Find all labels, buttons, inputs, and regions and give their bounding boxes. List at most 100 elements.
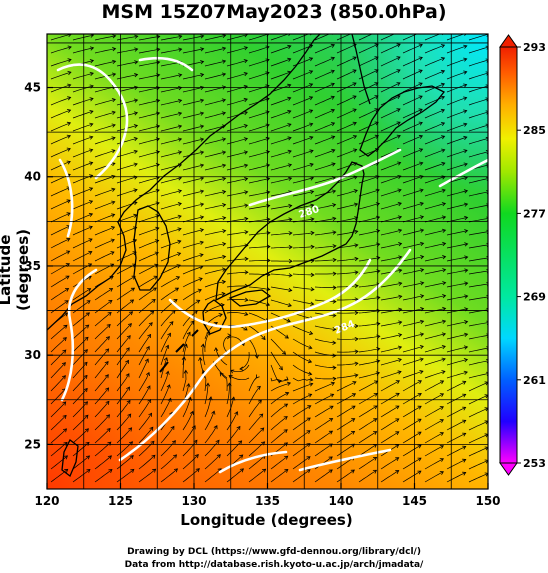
streamline bbox=[446, 472, 466, 483]
streamline-arrowhead bbox=[105, 400, 110, 405]
streamline-arrowhead bbox=[67, 83, 72, 88]
streamline-arrowhead bbox=[373, 405, 378, 410]
streamline bbox=[337, 298, 359, 301]
streamline bbox=[468, 322, 488, 327]
streamline bbox=[94, 175, 115, 184]
streamline bbox=[94, 336, 110, 353]
streamline-arrowhead bbox=[395, 418, 400, 423]
streamline-arrowhead bbox=[398, 255, 403, 260]
streamline bbox=[336, 69, 357, 80]
streamline-arrowhead bbox=[177, 111, 183, 116]
streamline bbox=[50, 349, 67, 366]
streamline bbox=[50, 388, 66, 405]
streamline bbox=[336, 203, 358, 210]
streamline bbox=[446, 97, 467, 106]
streamline-arrowhead bbox=[420, 281, 425, 286]
streamline-arrowhead bbox=[88, 212, 94, 217]
streamline-arrowhead bbox=[222, 189, 227, 195]
streamline bbox=[248, 34, 270, 41]
streamline-arrowhead bbox=[395, 392, 400, 397]
streamline bbox=[72, 187, 93, 197]
streamline-arrowhead bbox=[169, 321, 174, 326]
streamline-arrowhead bbox=[463, 345, 469, 350]
streamline-arrowhead bbox=[419, 345, 424, 350]
streamline bbox=[402, 282, 424, 288]
y-tick-label: 45 bbox=[24, 81, 41, 95]
streamline bbox=[94, 201, 115, 210]
streamline-arrowhead bbox=[351, 405, 356, 410]
streamline bbox=[314, 286, 336, 288]
streamline-arrowhead bbox=[417, 470, 422, 475]
streamline-arrowhead bbox=[221, 163, 227, 168]
streamline-arrowhead bbox=[354, 283, 359, 289]
streamline bbox=[204, 99, 226, 106]
streamline-arrowhead bbox=[262, 468, 267, 473]
streamline bbox=[248, 137, 270, 145]
streamline-arrowhead bbox=[163, 357, 168, 362]
streamline bbox=[138, 334, 151, 353]
streamline bbox=[292, 325, 313, 335]
streamline bbox=[380, 295, 402, 301]
streamline-arrowhead bbox=[89, 46, 95, 51]
streamline-arrowhead bbox=[397, 201, 402, 207]
streamline bbox=[424, 57, 445, 67]
streamline-arrowhead bbox=[464, 255, 469, 260]
streamline-arrowhead bbox=[352, 381, 357, 385]
streamline bbox=[468, 420, 488, 431]
streamline-arrowhead bbox=[86, 469, 91, 473]
streamline bbox=[50, 401, 66, 418]
streamline bbox=[336, 56, 357, 67]
streamline bbox=[204, 331, 211, 353]
streamline bbox=[94, 414, 110, 431]
streamline-arrowhead bbox=[64, 300, 69, 305]
streamline bbox=[160, 112, 182, 119]
streamline-arrowhead bbox=[134, 73, 139, 78]
streamline bbox=[182, 344, 187, 366]
streamline-arrowhead bbox=[484, 459, 488, 464]
streamline-arrowhead bbox=[464, 281, 469, 286]
streamline bbox=[424, 419, 444, 431]
streamline-arrowhead bbox=[396, 121, 401, 126]
streamline bbox=[72, 72, 94, 80]
streamline bbox=[72, 110, 94, 119]
streamline-arrowhead bbox=[464, 268, 469, 273]
streamline-arrowhead bbox=[218, 313, 223, 318]
streamline bbox=[336, 162, 357, 171]
streamline bbox=[380, 162, 401, 171]
streamline-arrowhead bbox=[463, 202, 469, 207]
streamline-arrowhead bbox=[354, 256, 359, 262]
streamline bbox=[116, 427, 132, 444]
streamline-arrowhead bbox=[332, 313, 337, 318]
streamline-arrowhead bbox=[221, 72, 227, 77]
streamline bbox=[358, 230, 380, 236]
streamline-arrowhead bbox=[62, 337, 67, 342]
streamline-arrowhead bbox=[417, 405, 422, 410]
streamline-arrowhead bbox=[287, 57, 292, 62]
streamline-arrowhead bbox=[105, 336, 110, 341]
streamline bbox=[50, 97, 71, 106]
streamline-arrowhead bbox=[67, 70, 72, 76]
streamline bbox=[402, 470, 422, 483]
streamline bbox=[50, 148, 71, 158]
streamline-arrowhead bbox=[109, 288, 114, 292]
streamline-arrowhead bbox=[199, 253, 204, 258]
streamline-arrowhead bbox=[308, 330, 314, 336]
streamline bbox=[358, 108, 379, 119]
streamline-arrowhead bbox=[330, 108, 336, 113]
streamline bbox=[380, 358, 402, 366]
streamline bbox=[248, 468, 266, 483]
streamline-arrowhead bbox=[165, 370, 170, 375]
streamline bbox=[182, 411, 194, 431]
x-tick-label: 135 bbox=[255, 494, 280, 508]
streamline bbox=[228, 375, 250, 381]
streamline-arrowhead bbox=[215, 439, 220, 444]
streamline bbox=[292, 338, 312, 349]
streamline-arrowhead bbox=[441, 228, 447, 233]
streamline-arrowhead bbox=[331, 162, 336, 167]
streamline-arrowhead bbox=[309, 149, 314, 154]
streamline-arrowhead bbox=[199, 240, 204, 245]
streamline bbox=[160, 252, 181, 262]
streamline bbox=[402, 380, 422, 392]
streamline bbox=[230, 364, 250, 373]
streamline bbox=[424, 122, 445, 132]
